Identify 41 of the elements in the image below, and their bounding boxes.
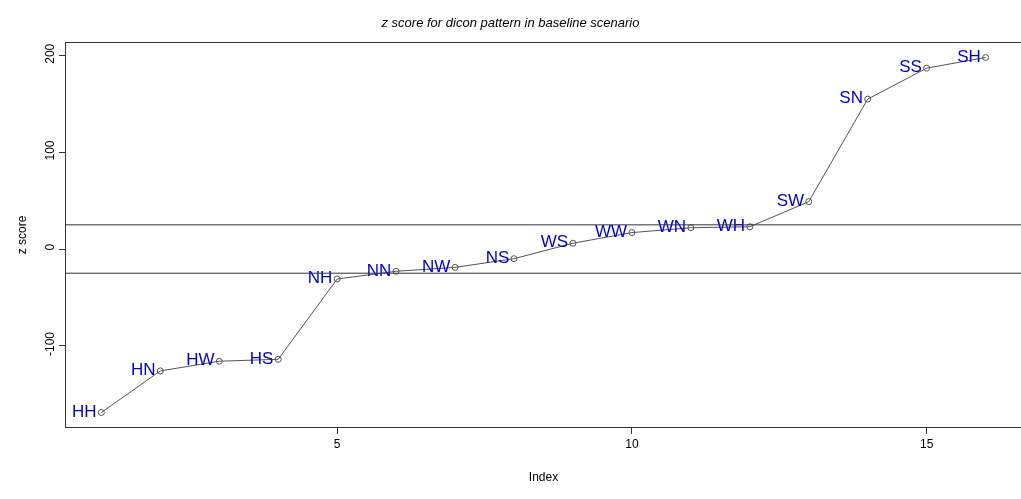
- point: [97, 408, 105, 416]
- point: [687, 224, 695, 232]
- data-label: NW: [421, 256, 451, 276]
- y-tick-label: 100: [43, 140, 58, 161]
- x-tick-label: 10: [625, 437, 639, 452]
- data-label: SW: [776, 190, 805, 210]
- point: [215, 357, 223, 365]
- data-label: HN: [131, 360, 156, 380]
- data-label: NH: [307, 268, 333, 288]
- data-label: HW: [186, 350, 215, 370]
- x-tick-label: 5: [333, 437, 341, 452]
- x-tick-label: 15: [920, 437, 934, 452]
- point: [510, 255, 518, 263]
- y-axis-title: z score: [14, 215, 29, 255]
- data-label: WW: [595, 221, 628, 241]
- point: [274, 355, 282, 363]
- y-tick-label: 200: [43, 43, 58, 64]
- data-label: SN: [839, 88, 863, 108]
- data-label: WN: [657, 217, 687, 236]
- point: [923, 64, 931, 72]
- data-label: SS: [899, 57, 922, 77]
- point: [569, 239, 577, 247]
- point: [805, 198, 813, 206]
- x-axis-title: Index: [528, 470, 559, 485]
- point: [156, 367, 164, 375]
- y-tick-label: -100: [43, 331, 58, 356]
- data-label: WS: [540, 232, 569, 252]
- data-label: SH: [957, 46, 981, 66]
- data-label: NS: [485, 247, 510, 267]
- data-label: HH: [72, 401, 97, 421]
- point: [333, 275, 341, 283]
- point: [864, 95, 872, 103]
- point: [451, 263, 459, 271]
- data-label: HS: [249, 348, 274, 368]
- y-tick-label: 0: [43, 243, 58, 251]
- chart-title: z score for dicon pattern in baseline scenario: [380, 14, 640, 30]
- point: [982, 54, 990, 62]
- data-label: WH: [716, 216, 746, 236]
- point: [746, 223, 754, 231]
- point: [392, 267, 400, 275]
- point: [628, 229, 636, 237]
